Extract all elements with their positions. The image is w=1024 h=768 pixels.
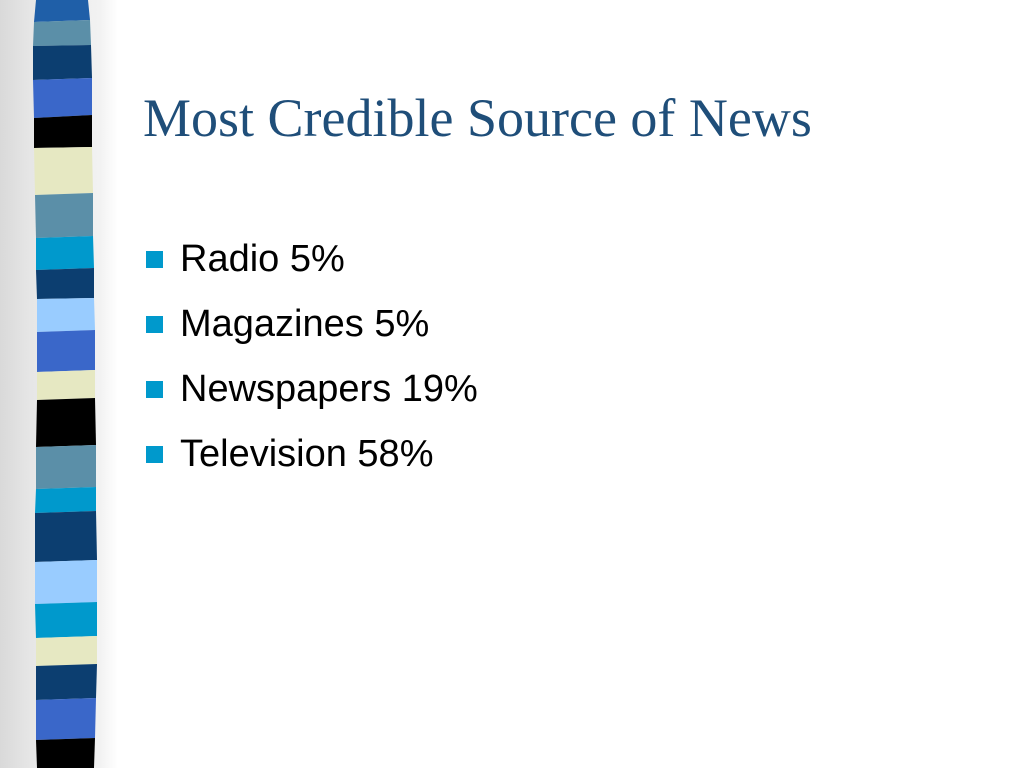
bullet-item-magazines: Magazines 5% xyxy=(146,292,478,357)
bullet-text: Newspapers 19% xyxy=(180,368,478,410)
square-bullet-icon xyxy=(146,446,163,463)
square-bullet-icon xyxy=(146,381,163,398)
bullet-text: Magazines 5% xyxy=(180,303,430,345)
square-bullet-icon xyxy=(146,316,163,333)
bullet-text: Radio 5% xyxy=(180,238,345,280)
bullet-list: Radio 5% Magazines 5% Newspapers 19% Tel… xyxy=(146,227,478,487)
bullet-item-radio: Radio 5% xyxy=(146,227,478,292)
bullet-item-television: Television 58% xyxy=(146,422,478,487)
bullet-text: Television 58% xyxy=(180,433,434,475)
bullet-item-newspapers: Newspapers 19% xyxy=(146,357,478,422)
square-bullet-icon xyxy=(146,251,163,268)
decorative-side-bar xyxy=(33,0,97,768)
slide-title: Most Credible Source of News xyxy=(143,88,812,148)
